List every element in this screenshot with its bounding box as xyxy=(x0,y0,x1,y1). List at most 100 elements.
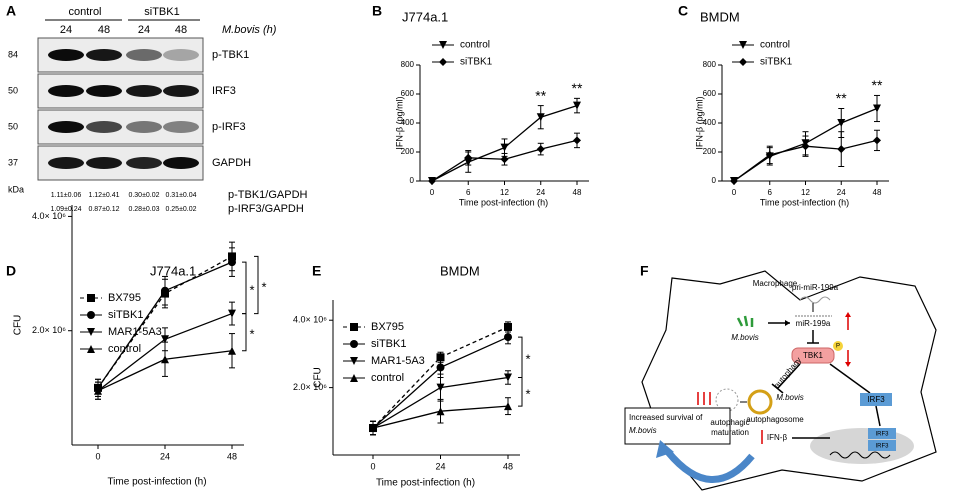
nucleus xyxy=(810,428,914,464)
inhibition xyxy=(777,363,801,389)
marker xyxy=(573,136,581,145)
bracket xyxy=(518,336,523,378)
marker xyxy=(439,58,447,66)
legend-label: BX795 xyxy=(371,321,404,333)
y-tick-label: 2.0× 10⁶ xyxy=(32,325,66,335)
band xyxy=(163,85,199,97)
marker xyxy=(228,309,236,318)
significance: ** xyxy=(836,90,847,106)
kda: 50 xyxy=(8,121,18,131)
panel-letter: C xyxy=(678,3,688,19)
kda: 84 xyxy=(8,49,18,59)
legend-label: siTBK1 xyxy=(760,57,793,68)
outcome-box xyxy=(624,407,731,445)
row-label: p-TBK1 xyxy=(212,49,249,61)
arrowhead xyxy=(785,320,790,326)
chart-title: J774a.1 xyxy=(402,9,448,24)
band xyxy=(86,85,122,97)
marker xyxy=(500,155,509,164)
marker xyxy=(500,143,509,152)
marker xyxy=(228,258,236,267)
marker xyxy=(504,333,512,342)
marker xyxy=(436,363,445,372)
band xyxy=(86,157,122,169)
marker xyxy=(436,383,445,392)
significance: * xyxy=(261,279,266,294)
kda: 50 xyxy=(8,85,18,95)
series-line xyxy=(372,326,509,429)
band xyxy=(163,121,199,133)
x-tick-label: 48 xyxy=(503,461,513,471)
ratio: 0.31±0.04 xyxy=(165,192,196,199)
row-label: p-IRF3 xyxy=(212,121,246,133)
row-label: GAPDH xyxy=(212,157,251,169)
bracket xyxy=(518,377,523,407)
marker xyxy=(161,286,169,295)
x-tick-label: 0 xyxy=(430,188,435,197)
chart-title: J774a.1 xyxy=(150,263,196,278)
inhibition-bar xyxy=(771,383,784,394)
irf3-box xyxy=(868,428,896,439)
significance: ** xyxy=(572,80,583,96)
x-tick-label: 6 xyxy=(466,188,471,197)
marker xyxy=(350,357,358,365)
x-tick-label: 48 xyxy=(227,451,237,461)
y-tick-label: 200 xyxy=(703,147,717,156)
marker xyxy=(801,142,810,151)
legend-label: MAR1-5A3 xyxy=(108,326,162,338)
marker xyxy=(87,345,95,353)
label: M.bovis xyxy=(776,393,804,402)
diagram: Macrophage pri-miR-199a miR-199a M.bovis… xyxy=(624,270,937,491)
label: IRF3 xyxy=(875,432,889,438)
marker xyxy=(464,153,473,162)
x-tick-label: 24 xyxy=(837,188,846,197)
legend-label: control xyxy=(760,40,790,51)
band xyxy=(48,121,84,133)
label: maturation xyxy=(711,428,749,437)
arrowhead xyxy=(656,440,674,458)
marker xyxy=(873,104,881,113)
marker xyxy=(350,323,358,331)
marker xyxy=(161,335,169,344)
y-tick-label: 200 xyxy=(401,147,415,156)
marker xyxy=(536,113,545,122)
band xyxy=(126,157,162,169)
marker xyxy=(161,355,169,364)
marker xyxy=(837,145,846,154)
legend-label: control xyxy=(460,40,490,51)
x-tick-label: 6 xyxy=(768,188,773,197)
marker xyxy=(94,386,102,395)
band xyxy=(163,157,199,169)
x-tick-label: 0 xyxy=(95,451,100,461)
lane-label: 48 xyxy=(98,24,110,36)
label: IRF3 xyxy=(867,395,885,404)
chart-title: BMDM xyxy=(700,9,740,24)
lane-label: 24 xyxy=(60,24,72,36)
pathogen-icon xyxy=(736,315,754,327)
y-tick-label: 0 xyxy=(712,176,717,185)
label: IFN-β xyxy=(767,433,788,442)
band xyxy=(48,85,84,97)
label: TBK1 xyxy=(803,351,824,360)
significance: * xyxy=(525,352,530,367)
marker xyxy=(837,119,846,127)
ratio: 0.28±0.03 xyxy=(128,206,159,213)
marker xyxy=(739,58,747,66)
ratio: 0.87±0.12 xyxy=(88,206,119,213)
panel-letter: B xyxy=(372,3,382,19)
label: autophagic xyxy=(710,418,749,427)
legend-label: siTBK1 xyxy=(371,338,406,350)
y-axis-label: CFU xyxy=(313,367,324,388)
band xyxy=(48,157,84,169)
band xyxy=(86,121,122,133)
marker xyxy=(730,177,738,185)
x-tick-label: 48 xyxy=(873,188,882,197)
marker xyxy=(504,322,512,331)
y-tick-label: 600 xyxy=(401,89,415,98)
x-axis-label: Time post-infection (h) xyxy=(107,477,206,488)
marker xyxy=(573,101,581,110)
group-label: siTBK1 xyxy=(144,6,179,18)
panel-letter: A xyxy=(6,3,16,19)
marker xyxy=(504,373,512,382)
label: miR-199a xyxy=(796,319,831,328)
